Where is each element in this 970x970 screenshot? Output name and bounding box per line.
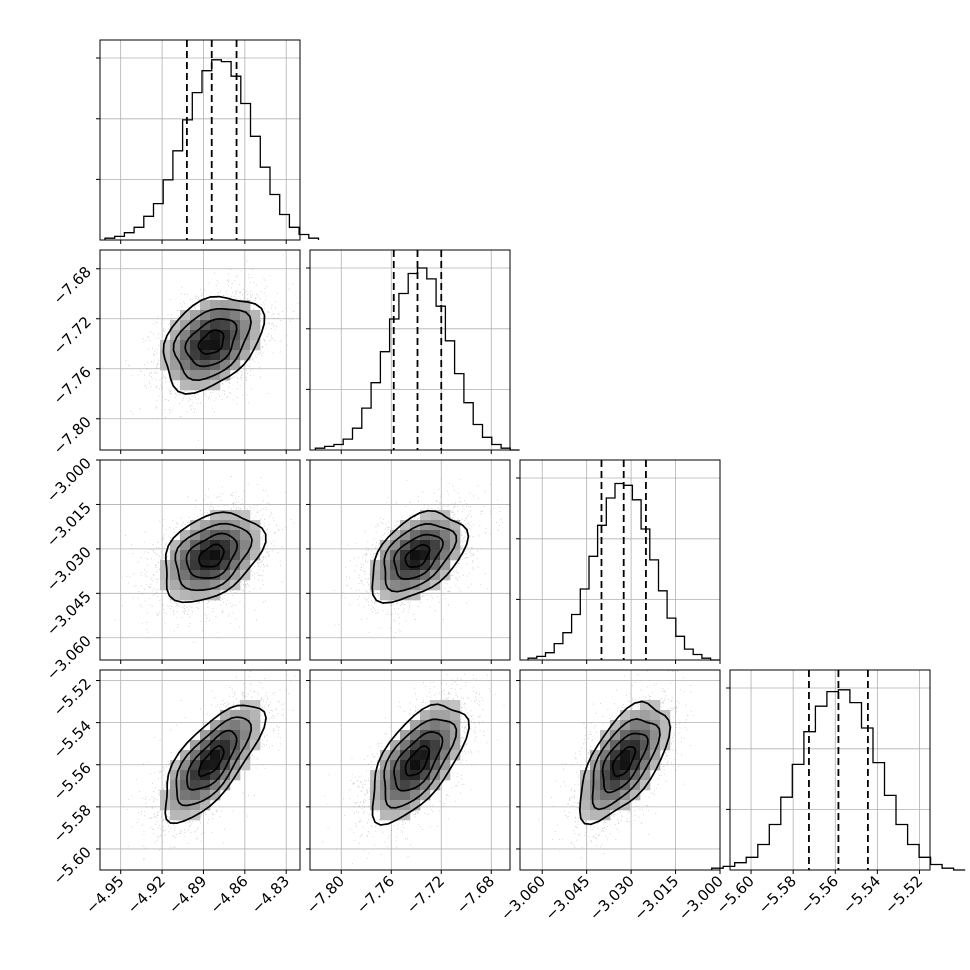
y-tick-label: −3.045 — [43, 587, 95, 639]
x-tick-label: −5.58 — [755, 872, 800, 917]
y-tick-label: −5.56 — [50, 759, 95, 804]
x-tick-label: −5.56 — [797, 872, 842, 917]
scatter-points — [114, 476, 300, 643]
x-tick-label: −5.52 — [881, 872, 926, 917]
contour-3 — [371, 703, 470, 826]
x-tick-label: −4.86 — [206, 872, 251, 917]
y-tick-label: −7.76 — [50, 363, 95, 408]
x-tick-label: −4.89 — [165, 872, 210, 917]
x-tick-label: −7.76 — [353, 872, 398, 917]
y-tick-label: −3.000 — [43, 454, 95, 506]
contour-2 — [172, 308, 252, 382]
contour-0 — [611, 745, 637, 778]
contour-2 — [383, 718, 458, 809]
y-tick-label: −3.030 — [43, 543, 95, 595]
contour-0 — [198, 543, 225, 568]
x-tick-label: −4.83 — [248, 872, 293, 917]
scatter-panel-1-3 — [306, 669, 511, 874]
y-tick-label: −5.54 — [50, 717, 95, 762]
x-tick-label: −3.060 — [497, 872, 549, 924]
contour-1 — [601, 732, 649, 794]
x-tick-label: −5.54 — [839, 872, 884, 917]
scatter-panel-0-1 — [96, 249, 301, 454]
scatter-panel-0-2 — [96, 459, 301, 664]
contour-2 — [383, 523, 458, 593]
contour-0 — [198, 745, 225, 778]
contour-1 — [393, 533, 444, 580]
contour-1 — [184, 318, 238, 368]
contour-3 — [162, 295, 266, 395]
histogram-panel-3 — [711, 669, 966, 874]
y-tick-label: −3.060 — [43, 632, 95, 684]
contour-0 — [404, 745, 431, 777]
y-tick-label: −7.80 — [50, 413, 95, 458]
contour-3 — [578, 700, 672, 826]
x-tick-label: −3.030 — [586, 872, 638, 924]
contour-1 — [186, 729, 238, 791]
contour-3 — [164, 704, 267, 825]
x-tick-label: −3.045 — [542, 872, 594, 924]
contour-3 — [165, 511, 267, 604]
scatter-panel-1-2 — [306, 459, 511, 664]
contour-2 — [175, 716, 253, 807]
y-tick-label: −5.58 — [50, 801, 95, 846]
contour-1 — [185, 532, 239, 579]
x-tick-label: −4.92 — [124, 872, 169, 917]
x-tick-label: −4.95 — [82, 872, 127, 917]
x-tick-label: −3.015 — [630, 872, 682, 924]
histogram-panel-2 — [516, 459, 721, 664]
histogram-steps-3 — [711, 689, 966, 871]
contour-2 — [174, 522, 253, 592]
histogram-panel-0 — [96, 39, 320, 244]
scatter-panel-0-3 — [96, 669, 301, 874]
histogram-panel-1 — [306, 249, 520, 454]
y-tick-label: −3.015 — [43, 499, 95, 551]
y-tick-label: −5.60 — [50, 843, 95, 888]
y-tick-label: −7.68 — [50, 263, 95, 308]
scatter-panel-2-3 — [516, 669, 721, 874]
y-tick-label: −7.72 — [50, 313, 95, 358]
contour-2 — [591, 718, 661, 811]
contour-0 — [197, 329, 225, 355]
x-tick-label: −7.80 — [303, 872, 348, 917]
contour-1 — [393, 731, 444, 792]
contour-0 — [404, 544, 431, 568]
x-tick-label: −7.72 — [403, 872, 448, 917]
contour-3 — [371, 509, 470, 604]
x-tick-label: −7.68 — [453, 872, 498, 917]
